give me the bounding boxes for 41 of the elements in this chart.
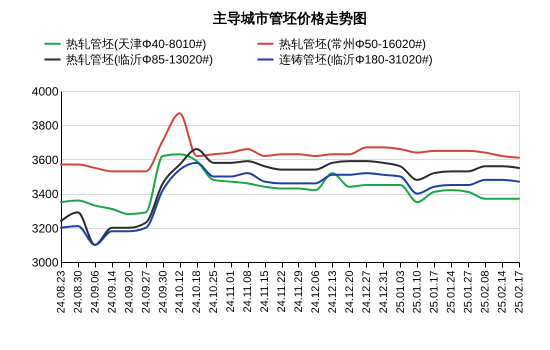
x-tick-label: 25.01.24	[446, 270, 458, 314]
line-series	[60, 112, 520, 172]
x-tick-label: 24.10.25	[208, 270, 220, 314]
y-tick-label: 3600	[32, 152, 59, 167]
x-tick-label: 24.09.20	[123, 270, 136, 314]
legend-label: 热轧管坯(天津Φ40-8010#)	[66, 36, 206, 51]
legend-label: 连铸管坯(临沂Φ180-31020#)	[279, 52, 433, 66]
x-tick-label: 24.09.06	[89, 270, 102, 314]
x-tick-label: 24.11.22	[276, 270, 288, 313]
x-tick-label: 24.12.06	[310, 270, 322, 314]
x-tick-label: 24.11.15	[259, 270, 272, 313]
x-tick-label: 24.08.23	[56, 270, 68, 314]
x-tick-label: 24.10.18	[191, 270, 204, 314]
x-tick-label: 24.10.12	[174, 270, 186, 314]
x-tick-label: 25.02.08	[480, 270, 492, 314]
x-tick-label: 24.12.20	[344, 270, 356, 314]
x-tick-label: 24.08.30	[72, 270, 84, 314]
x-tick-label: 25.02.17	[514, 270, 526, 314]
x-tick-label: 24.12.31	[378, 270, 390, 314]
x-tick-label: 24.11.29	[292, 270, 305, 313]
x-tick-label: 24.12.13	[326, 270, 339, 314]
legend-label: 热轧管坯(临沂Φ85-13020#)	[66, 52, 213, 66]
y-tick-label: 3800	[32, 118, 59, 133]
y-tick-label: 4000	[32, 84, 59, 98]
line-series	[60, 153, 520, 216]
x-tick-label: 25.01.03	[394, 270, 407, 314]
x-tick-label: 25.01.17	[428, 270, 441, 314]
x-tick-label: 25.01.10	[412, 270, 424, 314]
x-tick-label: 24.09.30	[157, 270, 170, 314]
x-tick-label: 24.12.27	[360, 270, 373, 314]
x-tick-label: 24.11.01	[225, 270, 238, 313]
y-tick-label: 3400	[32, 187, 59, 202]
x-tick-label: 24.11.08	[242, 270, 254, 313]
y-tick-label: 3200	[32, 221, 59, 236]
x-tick-label: 24.09.27	[140, 270, 152, 314]
x-tick-label: 25.02.14	[496, 270, 509, 314]
x-tick-label: 24.09.14	[106, 270, 118, 314]
chart-title: 主导城市管坯价格走势图	[212, 10, 367, 26]
legend-label: 热轧管坯(常州Φ50-16020#)	[279, 36, 426, 51]
y-tick-label: 3000	[32, 256, 59, 270]
x-tick-label: 25.01.27	[462, 270, 475, 314]
